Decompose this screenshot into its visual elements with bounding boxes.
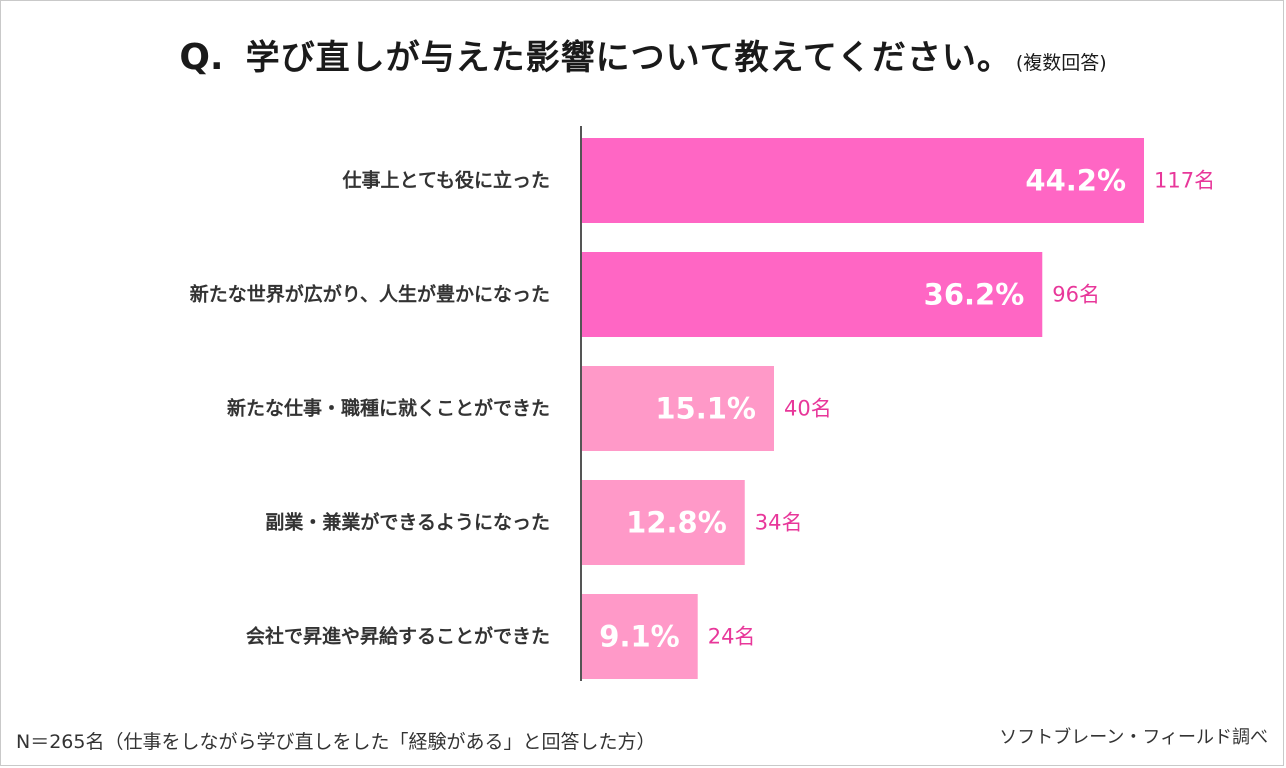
count-label-4: 34名	[755, 511, 803, 535]
bar-2	[582, 252, 1043, 337]
count-label-1: 117名	[1154, 169, 1215, 193]
count-label-3: 40名	[784, 397, 832, 421]
category-label-1: 仕事上とても役に立った	[342, 169, 550, 192]
category-label-2: 新たな世界が広がり、人生が豊かになった	[190, 283, 550, 306]
category-label-5: 会社で昇進や昇給することができた	[246, 625, 550, 648]
value-label-1: 44.2%	[1025, 164, 1126, 198]
bar-3	[582, 366, 774, 451]
question-mark: Q.	[179, 37, 224, 78]
value-label-5: 9.1%	[599, 620, 679, 654]
footnote: N＝265名（仕事をしながら学び直しをした「経験がある」と回答した方）	[16, 731, 656, 753]
chart-title: 学び直しが与えた影響について教えてください。	[245, 38, 1012, 78]
bar-5	[582, 594, 698, 679]
count-label-2: 96名	[1052, 283, 1100, 307]
bar-4	[582, 480, 745, 565]
source-credit: ソフトブレーン・フィールド調べ	[999, 727, 1268, 748]
category-label-4: 副業・兼業ができるようになった	[265, 511, 550, 534]
chart-subtitle: (複数回答)	[1015, 52, 1107, 74]
value-label-4: 12.8%	[626, 506, 727, 540]
value-label-3: 15.1%	[655, 392, 756, 426]
category-label-3: 新たな仕事・職種に就くことができた	[227, 397, 550, 420]
title-block: Q. 学び直しが与えた影響について教えてください。 (複数回答)	[0, 30, 1286, 79]
count-label-5: 24名	[708, 625, 756, 649]
value-label-2: 36.2%	[924, 278, 1025, 312]
bar-1	[582, 138, 1144, 223]
